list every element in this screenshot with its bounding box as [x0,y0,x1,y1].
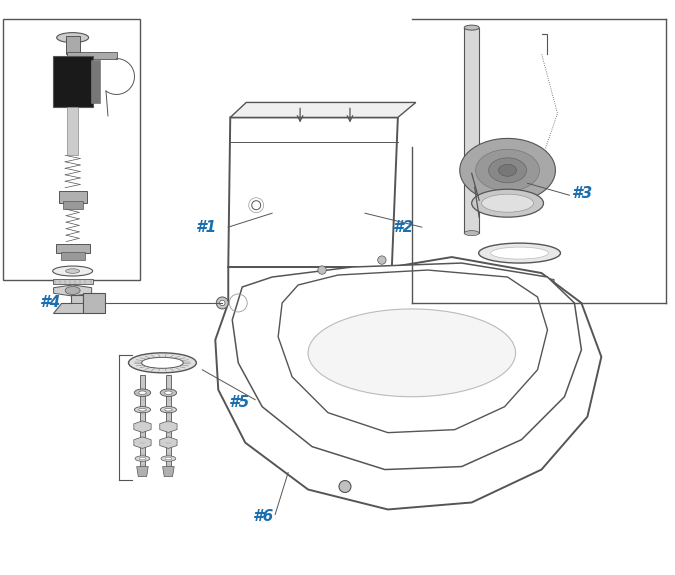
Polygon shape [136,466,148,477]
Polygon shape [228,117,398,267]
Ellipse shape [499,164,516,177]
Ellipse shape [476,150,539,191]
Ellipse shape [135,456,150,461]
Ellipse shape [134,407,151,413]
Ellipse shape [482,194,533,212]
Ellipse shape [134,389,151,397]
Polygon shape [160,437,177,448]
Ellipse shape [57,33,88,43]
Bar [464,28,479,233]
Ellipse shape [53,266,92,276]
Polygon shape [485,274,554,296]
Ellipse shape [165,457,172,460]
Polygon shape [278,270,547,432]
Text: #5: #5 [228,395,250,410]
Ellipse shape [479,243,560,263]
Circle shape [339,481,351,493]
Ellipse shape [464,25,479,30]
Polygon shape [460,139,556,202]
Ellipse shape [308,309,516,397]
Ellipse shape [128,353,196,373]
Bar [53,278,92,284]
Bar [82,293,105,313]
Bar [165,375,171,466]
Bar [67,108,78,155]
Bar [55,244,90,253]
Text: #1: #1 [195,220,217,235]
Polygon shape [134,421,151,432]
Bar [59,191,86,203]
Ellipse shape [139,408,146,411]
Bar [61,252,84,260]
Ellipse shape [139,391,146,394]
Ellipse shape [464,231,479,236]
Text: #3: #3 [572,186,593,201]
Polygon shape [134,437,151,448]
Ellipse shape [492,278,547,292]
Ellipse shape [160,389,177,397]
Bar [90,60,100,104]
Polygon shape [215,257,601,509]
Ellipse shape [161,407,176,413]
Ellipse shape [65,269,80,273]
Polygon shape [163,466,174,477]
Bar [67,52,117,59]
Bar [65,36,80,53]
Circle shape [378,256,386,264]
Polygon shape [53,285,92,296]
Circle shape [252,201,261,210]
Bar [53,56,92,108]
Ellipse shape [165,408,172,411]
Ellipse shape [142,357,184,369]
Bar [140,375,145,466]
Ellipse shape [219,300,225,306]
Polygon shape [232,263,581,470]
Polygon shape [53,295,82,313]
Bar [3,18,140,280]
Ellipse shape [472,189,543,217]
Polygon shape [230,102,416,117]
Bar [63,201,82,209]
Circle shape [318,266,326,274]
Text: #4: #4 [38,296,60,310]
Ellipse shape [65,286,80,294]
Ellipse shape [216,297,228,309]
Ellipse shape [165,391,172,394]
Polygon shape [160,421,177,432]
Ellipse shape [491,247,549,259]
Ellipse shape [139,457,146,460]
Text: #6: #6 [252,509,273,524]
Ellipse shape [161,456,176,461]
Text: #2: #2 [392,220,413,235]
Ellipse shape [489,158,526,183]
